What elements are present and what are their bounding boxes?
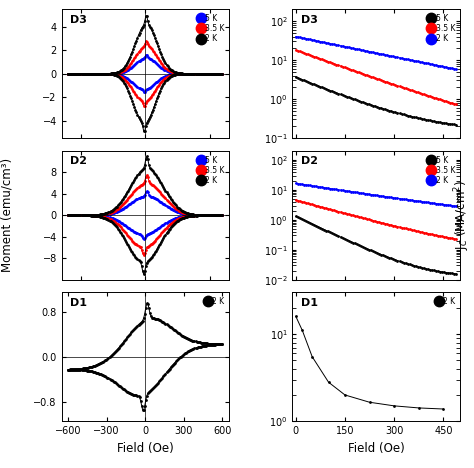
Legend: 5 K, 3.5 K, 2 K: 5 K, 3.5 K, 2 K — [198, 13, 225, 44]
Legend: 5 K, 3.5 K, 2 K: 5 K, 3.5 K, 2 K — [429, 155, 456, 186]
Legend: 5 K, 3.5 K, 2 K: 5 K, 3.5 K, 2 K — [429, 13, 456, 44]
Legend: 2 K: 2 K — [436, 296, 456, 307]
Legend: 2 K: 2 K — [205, 296, 225, 307]
Text: D2: D2 — [301, 156, 318, 166]
X-axis label: Field (Oe): Field (Oe) — [348, 442, 404, 454]
Legend: 5 K, 3.5 K, 2 K: 5 K, 3.5 K, 2 K — [198, 155, 225, 186]
Text: Moment (emu/cm³): Moment (emu/cm³) — [0, 158, 14, 272]
X-axis label: Field (Oe): Field (Oe) — [117, 442, 173, 454]
Text: D3: D3 — [301, 15, 318, 24]
Text: D1: D1 — [301, 298, 318, 307]
Text: D3: D3 — [70, 15, 87, 24]
Text: D2: D2 — [70, 156, 87, 166]
Text: J$_C$ (MA/cm$^2$): J$_C$ (MA/cm$^2$) — [452, 180, 472, 250]
Text: D1: D1 — [70, 298, 87, 307]
